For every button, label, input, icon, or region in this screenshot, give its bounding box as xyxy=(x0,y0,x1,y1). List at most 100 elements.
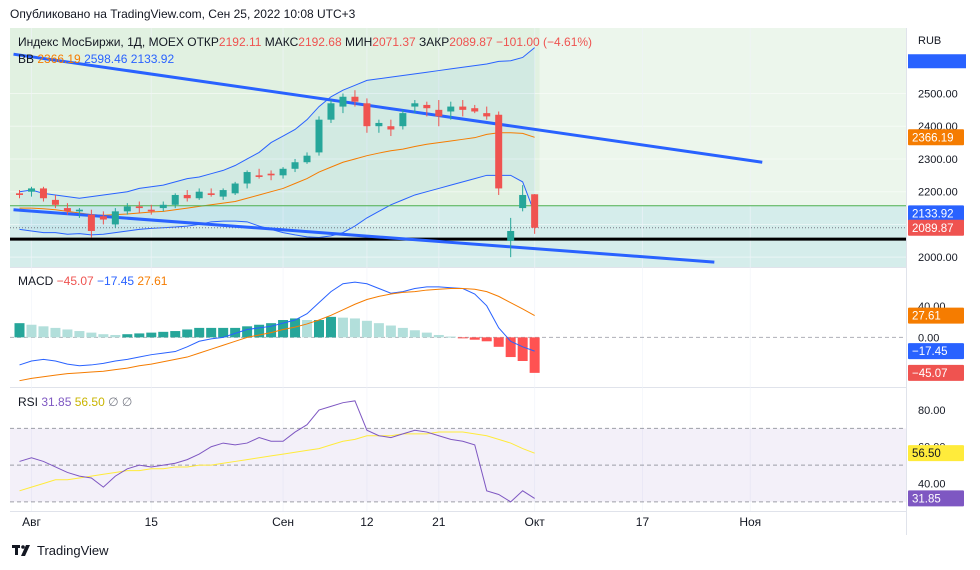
macd-tick-label: 0.00 xyxy=(918,332,939,344)
open-value: 2192.11 xyxy=(219,35,265,49)
time-tick-label: Сен xyxy=(272,515,294,529)
macd-name: MACD xyxy=(18,274,57,288)
tradingview-logo-icon xyxy=(12,544,30,556)
candle-body xyxy=(267,173,275,176)
macd-histogram-bar xyxy=(481,337,492,342)
rsi-tick-label: 40.00 xyxy=(918,478,946,490)
price-badge-bg xyxy=(908,129,964,146)
candle-body xyxy=(27,188,35,192)
macd-histogram-bar xyxy=(14,323,25,338)
time-tick-label: Окт xyxy=(525,515,546,529)
candle-body xyxy=(99,216,107,220)
macd-histogram-bar xyxy=(349,318,360,338)
rsi-badge-bg xyxy=(908,490,964,507)
high-label: МАКС xyxy=(265,35,299,49)
candle-body xyxy=(471,108,479,112)
macd-histogram-bar xyxy=(158,331,169,338)
candle-body xyxy=(363,103,371,127)
rsi-badge: 56.50 xyxy=(912,448,941,460)
candle-body xyxy=(255,175,263,177)
macd-histogram-bar xyxy=(337,317,348,338)
candle-body xyxy=(339,96,347,107)
macd-histogram-bar xyxy=(517,337,528,361)
change-value: −101.00 (−4.61%) xyxy=(496,35,592,49)
macd-histogram-bar xyxy=(98,334,109,338)
macd-histogram-bar xyxy=(182,329,193,338)
macd-histogram-bar xyxy=(373,323,384,338)
price-badge: 2089.87 xyxy=(912,223,954,235)
macd-signal-line xyxy=(19,287,535,382)
time-tick-label: Авг xyxy=(22,515,41,529)
candle-body xyxy=(219,190,227,197)
candle-body xyxy=(207,193,215,195)
price-tick-label: 2500.00 xyxy=(918,88,958,100)
low-value: 2071.37 xyxy=(372,35,419,49)
chart-title: Индекс МосБиржи, 1Д, MOEX xyxy=(18,35,187,49)
macd-histogram-bar xyxy=(122,334,133,338)
rsi-ma-line xyxy=(19,431,535,492)
candle-body xyxy=(75,209,83,212)
macd-histogram-bar xyxy=(529,337,540,373)
candle-body xyxy=(111,211,119,225)
macd-histogram-bar xyxy=(469,337,480,340)
macd-histogram-bar xyxy=(505,337,516,358)
macd-histogram-bar xyxy=(206,327,217,338)
candle-body xyxy=(411,103,419,107)
candle-body xyxy=(507,230,515,241)
footer-brand[interactable]: TradingView xyxy=(12,543,109,558)
candle-body xyxy=(399,113,407,127)
rsi-value: 31.85 xyxy=(41,395,74,409)
time-tick-label: 21 xyxy=(432,515,446,529)
bb-fill xyxy=(19,47,535,238)
macd-histogram-bar xyxy=(254,324,265,338)
candle-body xyxy=(39,188,47,199)
bb-lower-line xyxy=(19,174,536,239)
bb-upper-line xyxy=(19,47,535,199)
macd-histogram-bar xyxy=(314,320,324,338)
publish-caption: Опубликовано на TradingView.com, Сен 25,… xyxy=(10,7,355,21)
macd-signal-value: 27.61 xyxy=(137,274,167,288)
close-value: 2089.87 xyxy=(449,35,496,49)
macd-histogram-bar xyxy=(110,334,121,338)
rsi-ma-value: 56.50 xyxy=(75,395,108,409)
candle-body xyxy=(16,193,23,195)
macd-badge-bg xyxy=(908,343,964,360)
candle-body xyxy=(147,209,155,212)
macd-histogram-bar xyxy=(325,316,336,338)
candle-body xyxy=(135,206,143,209)
macd-histogram-bar xyxy=(457,337,468,339)
trend-line xyxy=(13,208,715,264)
macd-histogram-bar xyxy=(38,326,49,338)
candle-body xyxy=(447,106,455,112)
time-tick-label: Ноя xyxy=(739,515,761,529)
bb-name: BB xyxy=(18,52,37,66)
macd-line xyxy=(19,281,535,367)
price-tick-label: 2200.00 xyxy=(918,187,958,199)
candle-body xyxy=(171,194,179,205)
macd-legend: MACD −45.07 −17.45 27.61 xyxy=(18,274,168,288)
high-value: 2192.68 xyxy=(298,35,345,49)
candle-body xyxy=(303,155,311,163)
bb-upper-value: 2598.46 xyxy=(84,52,131,66)
candle-body xyxy=(375,122,383,127)
macd-histogram-bar xyxy=(278,320,289,338)
candle-body xyxy=(423,104,431,109)
macd-badge: 27.61 xyxy=(912,311,941,323)
macd-badge: −17.45 xyxy=(912,346,948,358)
candle-body xyxy=(291,162,299,169)
candle-body xyxy=(87,214,95,231)
macd-histogram-bar xyxy=(26,324,37,338)
macd-histogram-bar xyxy=(385,325,396,338)
candle-body xyxy=(495,114,503,189)
candle-body xyxy=(387,126,395,130)
macd-histogram-bar xyxy=(302,320,313,338)
macd-histogram-bar xyxy=(290,318,301,338)
price-badge-bg xyxy=(908,219,964,236)
price-badge: 2366.19 xyxy=(912,132,954,144)
macd-histogram-bar xyxy=(445,336,456,338)
candle-body xyxy=(351,96,359,102)
macd-hist-value: −45.07 xyxy=(57,274,97,288)
candle-body xyxy=(315,119,323,153)
candle-body xyxy=(531,194,539,228)
